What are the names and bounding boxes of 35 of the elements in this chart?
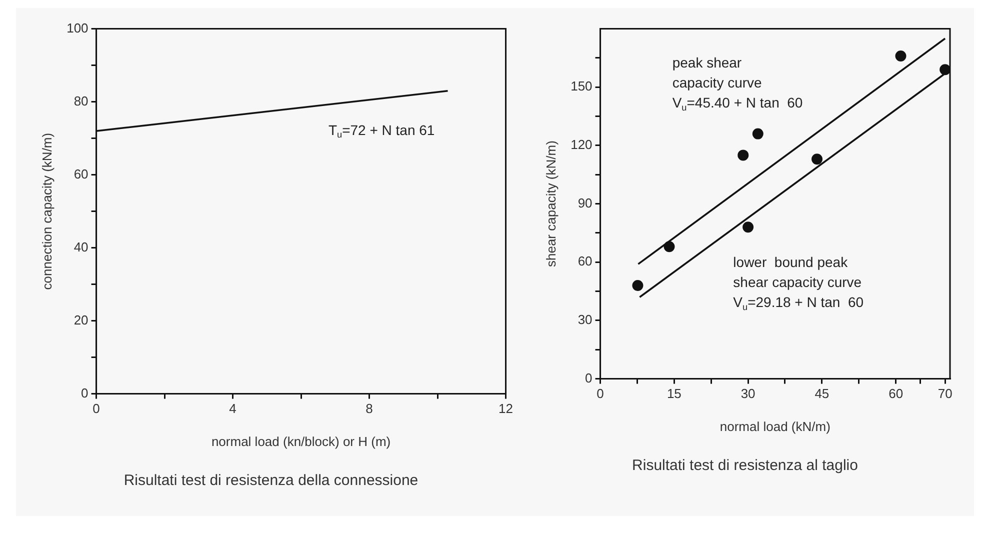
y-tick-label: 40	[74, 239, 88, 254]
x-axis-title: normal load (kn/block) or H (m)	[211, 434, 391, 449]
y-tick-label: 120	[570, 137, 592, 152]
y-axis-title: connection capacity (kN/m)	[39, 132, 54, 290]
x-tick-label: 0	[596, 386, 604, 402]
text: Risultati test di resistenza al taglio	[632, 457, 858, 474]
y-tick-label: 60	[74, 166, 88, 182]
point	[812, 154, 823, 165]
text: Risultati test di resistenza della connessione	[124, 472, 418, 489]
x-tick-label: 60	[888, 386, 904, 402]
y-tick-label: 0	[585, 370, 592, 386]
y-tick-label: 20	[74, 312, 88, 328]
point	[895, 50, 906, 62]
y-tick-label: 100	[66, 20, 88, 36]
x-tick-label: 45	[814, 386, 830, 402]
x-tick-label: 70	[938, 386, 952, 402]
x-tick-label: 8	[366, 401, 373, 416]
y-tick-label: 150	[570, 78, 592, 94]
point	[632, 280, 644, 291]
x-tick-label: 0	[92, 401, 100, 416]
point	[742, 222, 754, 233]
x-tick-label: 12	[498, 401, 514, 416]
y-tick-label: 60	[578, 254, 592, 269]
point	[664, 241, 675, 252]
x-tick-label: 15	[666, 386, 682, 402]
x-tick-label: 4	[229, 401, 236, 416]
point	[940, 64, 950, 76]
point	[738, 150, 749, 161]
y-tick-label: 30	[578, 312, 592, 328]
y-tick-label: 80	[74, 93, 88, 108]
x-axis-title: normal load (kN/m)	[720, 418, 830, 434]
point	[752, 128, 764, 140]
y-tick-label: 90	[578, 195, 592, 210]
x-tick-label: 30	[740, 386, 756, 402]
y-axis-title: shear capacity (kN/m)	[543, 140, 558, 268]
